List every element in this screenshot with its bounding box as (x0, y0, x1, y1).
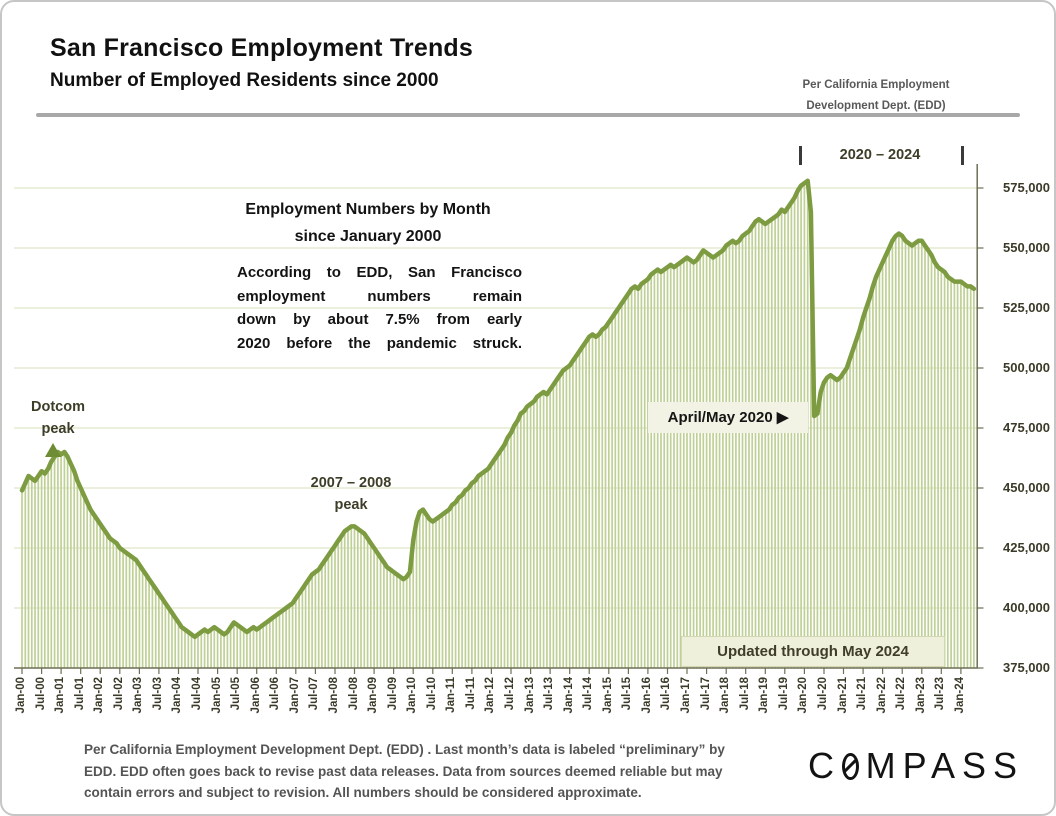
peak-2007-2008-annotation: 2007 – 2008 peak (310, 475, 392, 513)
x-tick-label: Jul-00 (34, 677, 47, 711)
x-tick-label: Jul-09 (386, 677, 399, 711)
x-tick-label: Jan-24 (953, 677, 966, 714)
x-tick-label: Jan-13 (523, 677, 536, 714)
y-tick-label: 425,000 (1003, 540, 1050, 555)
x-tick-label: Jan-01 (54, 677, 67, 714)
x-tick-label: Jul-15 (621, 677, 634, 711)
x-tick-label: Jul-12 (504, 677, 516, 711)
x-tick-label: Jul-21 (856, 677, 869, 711)
employment-chart (14, 150, 984, 674)
y-tick-label: 375,000 (1003, 660, 1050, 675)
range-end-marker (961, 146, 964, 165)
x-tick-label: Jan-20 (797, 677, 810, 714)
april-may-2020-callout: April/May 2020 ▶ (648, 402, 808, 433)
page-subtitle: Number of Employed Residents since 2000 (50, 70, 439, 91)
x-tick-label: Jul-19 (777, 677, 790, 711)
x-tick-label: Jul-04 (191, 677, 204, 711)
dotcom-peak-annotation: Dotcom peak (31, 399, 85, 437)
page-title: San Francisco Employment Trends (50, 34, 473, 62)
compass-needle-icon (843, 759, 858, 773)
dotcom-peak-arrow-icon (45, 443, 61, 457)
commentary-line: employment numbers remain (237, 287, 522, 305)
chart-heading-line1: Employment Numbers by Month (245, 201, 491, 218)
x-tick-label: Jan-23 (914, 677, 927, 714)
x-tick-label: Jan-22 (875, 677, 888, 714)
commentary-line: According to EDD, San Francisco (237, 264, 522, 281)
logo-letter-c: C (808, 745, 841, 786)
x-tick-label: Jan-02 (93, 677, 106, 714)
x-tick-label: Jul-23 (934, 677, 947, 711)
x-tick-label: Jan-10 (406, 677, 419, 714)
x-tick-label: Jan-08 (327, 677, 340, 714)
header-divider (36, 113, 1020, 117)
x-tick-label: Jul-17 (699, 677, 712, 711)
x-tick-label: Jul-11 (464, 677, 477, 710)
x-tick-label: Jul-03 (151, 677, 164, 711)
compass-o-icon (842, 752, 859, 780)
x-tick-label: Jul-06 (269, 677, 282, 711)
chart-heading: Employment Numbers by Month since Januar… (218, 196, 518, 250)
x-tick-label: Jul-05 (230, 677, 243, 711)
y-tick-label: 400,000 (1003, 600, 1050, 615)
x-tick-label: Jan-00 (15, 677, 27, 714)
x-tick-label: Jan-16 (640, 677, 653, 714)
commentary-line: down by about 7.5% from early (237, 311, 522, 328)
x-tick-label: Jan-11 (445, 677, 458, 713)
range-2020-2024-label: 2020 – 2024 (839, 147, 921, 163)
x-tick-label: Jan-12 (484, 677, 497, 714)
disclaimer-line: EDD. EDD often goes back to revise past … (84, 763, 723, 779)
x-tick-label: Jul-22 (895, 677, 908, 711)
y-tick-label: 475,000 (1003, 420, 1050, 435)
source-note: Per California Employment Development De… (788, 75, 964, 117)
x-tick-label: Jul-07 (308, 677, 321, 711)
y-tick-label: 525,000 (1003, 300, 1050, 315)
y-tick-label: 450,000 (1003, 480, 1050, 495)
x-tick-label: Jan-05 (210, 677, 223, 714)
y-tick-label: 575,000 (1003, 180, 1050, 195)
updated-through-badge: Updated through May 2024 (681, 636, 945, 667)
x-tick-label: Jan-15 (601, 677, 614, 714)
x-tick-label: Jan-21 (836, 677, 849, 714)
y-tick-label: 550,000 (1003, 240, 1050, 255)
x-tick-label: Jul-20 (816, 677, 829, 711)
x-tick-label: Jul-10 (425, 677, 438, 711)
source-note-line2: Development Dept. (EDD) (806, 100, 946, 112)
x-tick-label: Jul-01 (73, 677, 86, 711)
x-tick-label: Jul-16 (660, 677, 673, 711)
x-tick-label: Jul-14 (582, 677, 595, 711)
source-note-line1: Per California Employment (802, 79, 950, 91)
x-tick-label: Jul-08 (347, 677, 360, 711)
range-start-marker (799, 146, 802, 165)
x-tick-label: Jan-04 (171, 677, 184, 714)
compass-logo: C MPASS (808, 744, 1024, 788)
y-tick-label: 500,000 (1003, 360, 1050, 375)
x-tick-label: Jan-06 (249, 677, 262, 714)
x-tick-label: Jan-17 (680, 677, 693, 714)
monthly-bars (21, 180, 975, 668)
commentary-line: 2020 before the pandemic struck. (237, 334, 522, 352)
employment-line (19, 178, 977, 640)
x-tick-label: Jan-19 (758, 677, 771, 714)
x-tick-label: Jan-09 (367, 677, 380, 714)
x-tick-label: Jan-07 (288, 677, 301, 714)
x-tick-label: Jan-18 (719, 677, 732, 714)
x-tick-label: Jul-02 (112, 677, 125, 711)
x-tick-label: Jan-03 (132, 677, 145, 714)
footer-disclaimer: Per California Employment Development De… (84, 739, 810, 804)
x-tick-label: Jan-14 (562, 677, 575, 714)
x-tick-label: Jul-18 (738, 677, 751, 711)
disclaimer-line: Per California Employment Development De… (84, 742, 725, 757)
chart-heading-line2: since January 2000 (294, 228, 442, 245)
chart-plot-svg (14, 164, 984, 674)
logo-letters-mpass: MPASS (865, 745, 1024, 786)
chart-commentary: According to EDD, San Francisco employme… (237, 261, 522, 355)
x-tick-label: Jul-13 (543, 677, 556, 711)
disclaimer-line: contain errors and subject to revision. … (84, 785, 642, 800)
